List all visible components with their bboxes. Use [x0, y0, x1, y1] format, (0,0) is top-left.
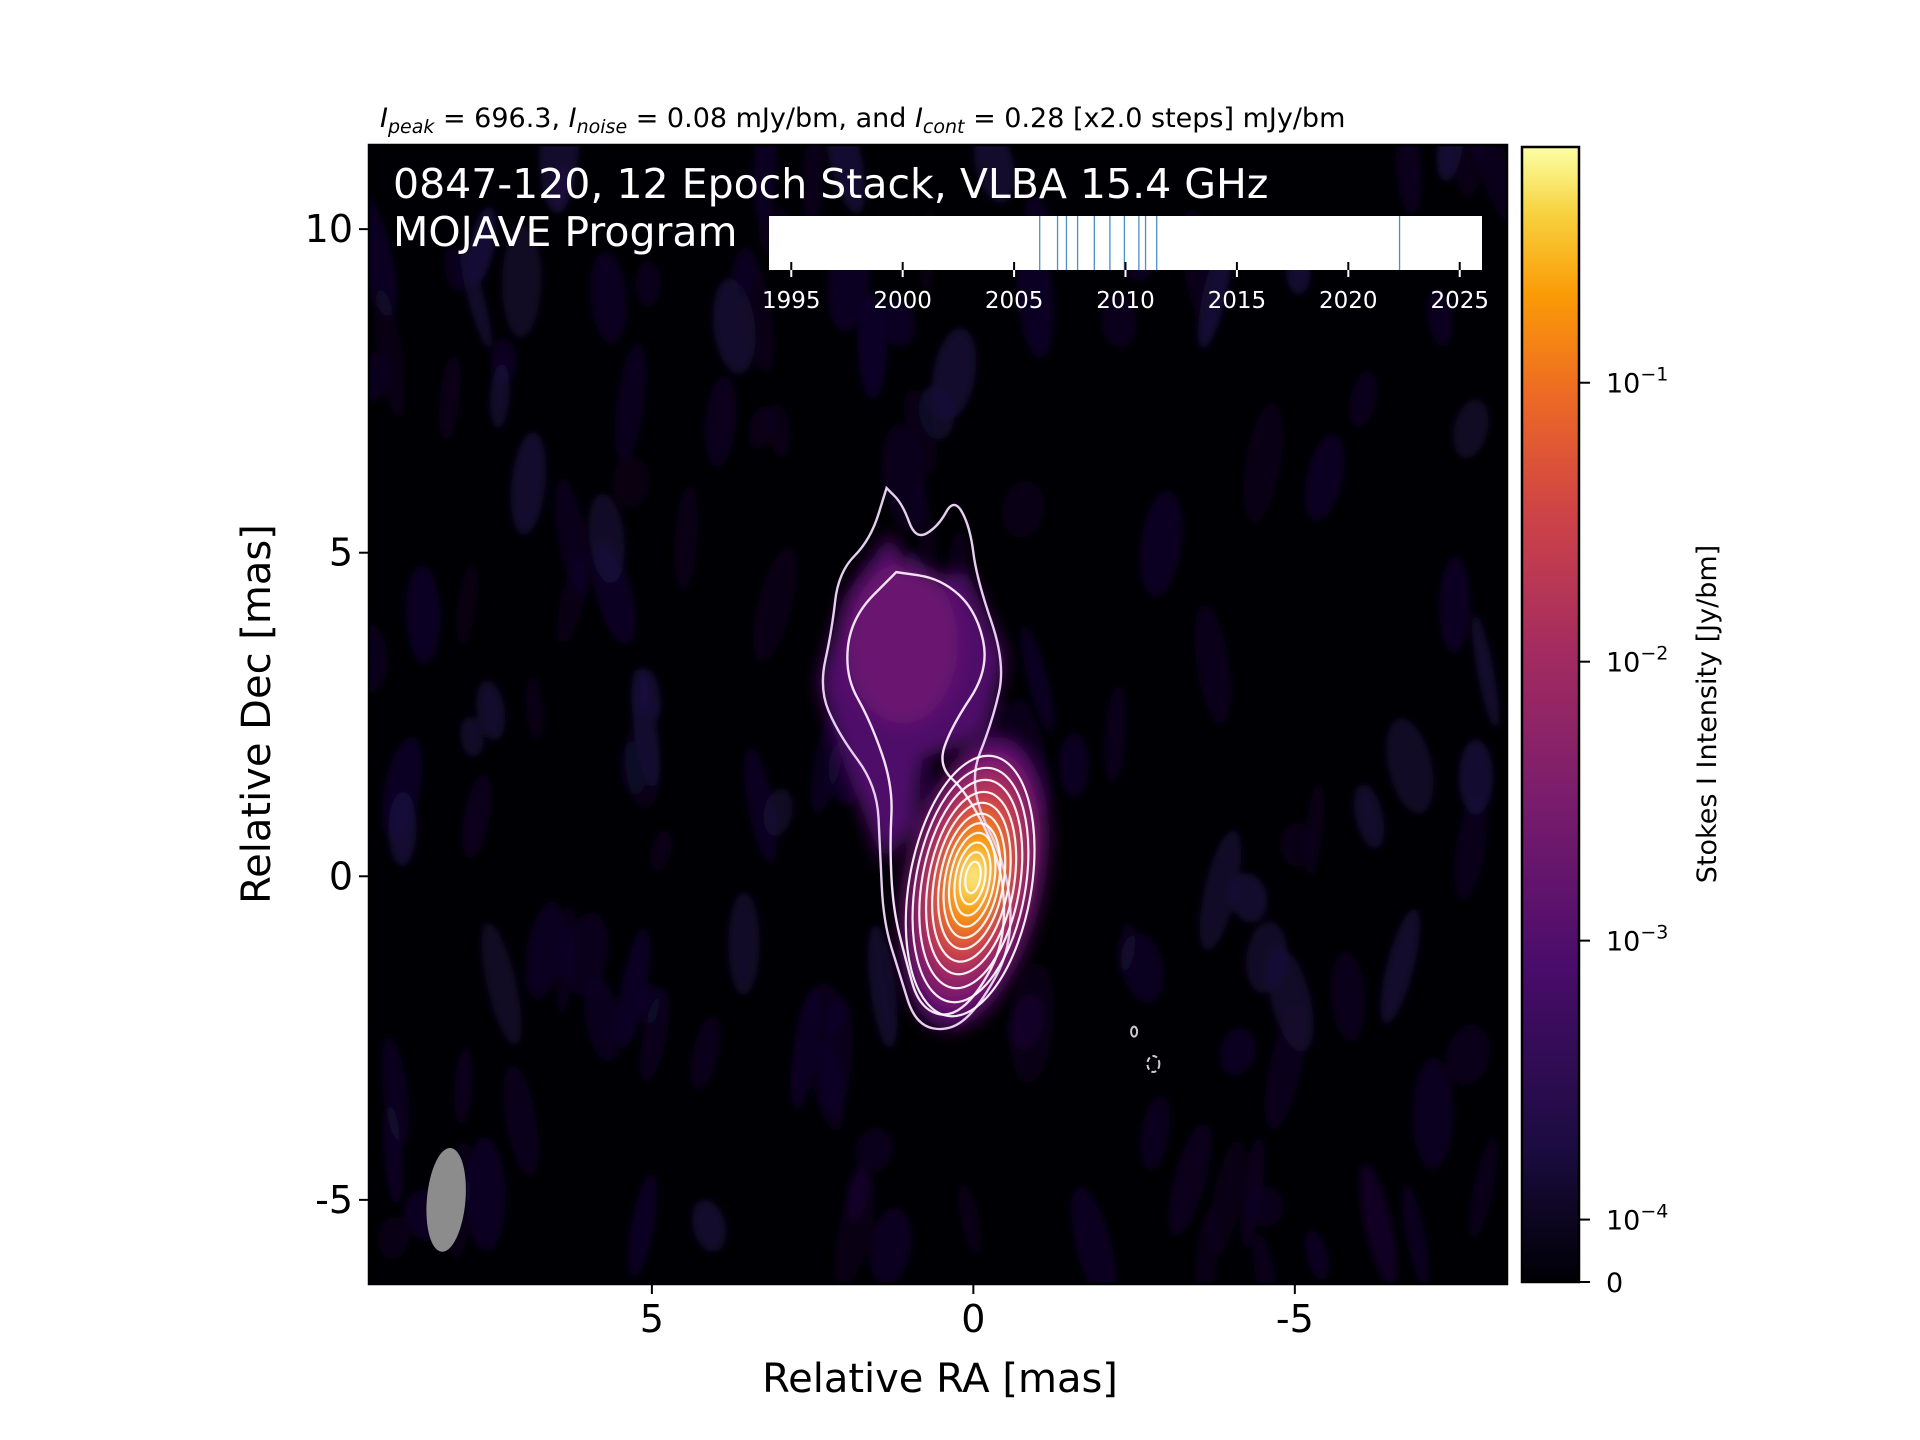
colorbar-tick-label: 10−4: [1606, 1201, 1668, 1237]
epoch-tick-label: 2015: [1208, 288, 1267, 314]
epoch-tick-label: 2005: [985, 288, 1044, 314]
epoch-tick-label: 2020: [1319, 288, 1378, 314]
contour-core: [937, 812, 1007, 951]
plot-frame: [367, 143, 1509, 1286]
colorbar-tick-label: 10−1: [1606, 364, 1668, 400]
colorbar-tick-label: 10−3: [1606, 922, 1668, 958]
contour-core: [911, 766, 1030, 1004]
contour-core: [942, 822, 1002, 939]
colorbar-gradient: [1520, 145, 1581, 1284]
negative-contour: [1130, 1025, 1139, 1038]
contour-core: [924, 790, 1018, 976]
negative-contour: [1146, 1054, 1161, 1073]
source-annotation: 0847-120, 12 Epoch Stack, VLBA 15.4 GHz: [393, 160, 1268, 208]
epoch-timeline-box: [769, 216, 1482, 270]
x-axis-label: Relative RA [mas]: [762, 1356, 1118, 1402]
contour-level-1: [821, 485, 1012, 1031]
contour-core: [931, 801, 1012, 963]
contour-core: [958, 851, 987, 906]
colorbar: 10−1 10−2 10−3 10−4 0 Stokes I Intensity [Jy…: [1520, 145, 1723, 1299]
y-tick-label: 5: [329, 531, 353, 575]
colorbar-tick-label: 10−2: [1606, 643, 1668, 679]
contour-level-2: [846, 570, 1006, 1016]
colorbar-tick-label: 0: [1606, 1268, 1623, 1299]
y-axis: 10 5 0 -5: [305, 207, 369, 1222]
x-tick-label: -5: [1276, 1297, 1314, 1341]
x-tick-label: 0: [961, 1297, 985, 1341]
contour-core: [964, 860, 982, 895]
colorbar-label: Stokes I Intensity [Jy/bm]: [1692, 545, 1723, 883]
x-tick-label: 5: [640, 1297, 664, 1341]
contour-core: [947, 831, 997, 928]
epoch-timeline: 1995 2000 2005 2010 2015 2020 2025: [762, 216, 1489, 314]
contour-core: [918, 778, 1024, 990]
epoch-tick-label: 2010: [1096, 288, 1155, 314]
program-annotation: MOJAVE Program: [393, 208, 737, 256]
y-tick-label: 0: [329, 854, 353, 898]
core-emission: [966, 863, 981, 889]
image-plot: [369, 145, 1507, 1284]
y-tick-label: -5: [315, 1178, 353, 1222]
epoch-tick-label: 2000: [873, 288, 932, 314]
epoch-tick-label: 2025: [1430, 288, 1489, 314]
contour-set: [821, 485, 1161, 1073]
contour-core: [953, 841, 992, 917]
contour-core: [904, 754, 1036, 1018]
jet-lobe-inner: [847, 563, 958, 724]
y-axis-label: Relative Dec [mas]: [234, 524, 280, 904]
y-tick-label: 10: [305, 207, 353, 251]
chart-title: Ipeak = 696.3, Inoise = 0.08 mJy/bm, and…: [380, 103, 1345, 138]
epoch-tick-label: 1995: [762, 288, 821, 314]
x-axis: 5 0 -5: [640, 1284, 1314, 1341]
beam-ellipse: [426, 1147, 466, 1252]
